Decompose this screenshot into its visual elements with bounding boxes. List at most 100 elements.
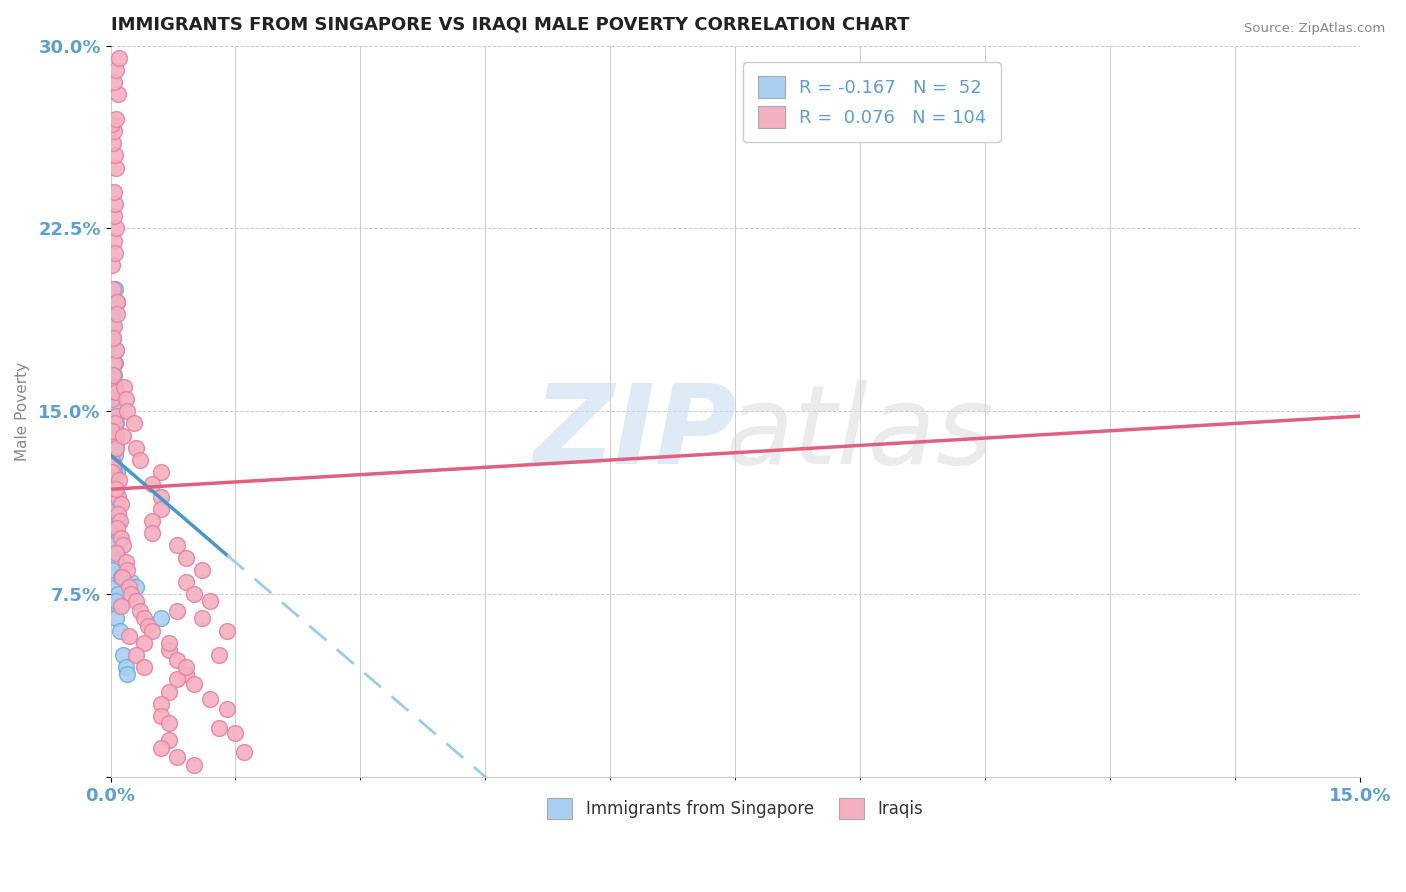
Point: [183, 677, 205, 691]
Point: [149, 501, 172, 516]
Point: [101, 563, 124, 577]
Point: [101, 424, 124, 438]
Point: [114, 392, 136, 406]
Point: [108, 624, 131, 638]
Point: [105, 343, 128, 358]
Point: [101, 331, 124, 345]
Point: [104, 594, 127, 608]
Point: [115, 667, 138, 681]
Point: [124, 441, 146, 455]
Point: [103, 234, 125, 248]
Point: [104, 521, 127, 535]
Point: [118, 580, 141, 594]
Point: [149, 611, 172, 625]
Point: [108, 514, 131, 528]
Point: [101, 546, 124, 560]
Point: [103, 185, 125, 199]
Point: [101, 392, 124, 406]
Point: [208, 648, 231, 662]
Point: [157, 636, 180, 650]
Point: [149, 709, 172, 723]
Point: [124, 648, 146, 662]
Point: [103, 458, 125, 472]
Point: [105, 307, 128, 321]
Point: [104, 63, 127, 78]
Point: [107, 87, 129, 102]
Point: [104, 355, 127, 369]
Point: [101, 117, 124, 131]
Point: [149, 490, 172, 504]
Point: [101, 477, 124, 491]
Point: [149, 697, 172, 711]
Point: [183, 587, 205, 601]
Point: [104, 490, 127, 504]
Point: [101, 465, 124, 479]
Point: [120, 574, 142, 589]
Text: atlas: atlas: [725, 380, 994, 487]
Point: [166, 538, 188, 552]
Point: [191, 563, 214, 577]
Point: [112, 538, 135, 552]
Point: [105, 611, 128, 625]
Point: [103, 465, 125, 479]
Point: [224, 726, 246, 740]
Point: [101, 368, 124, 382]
Point: [101, 434, 124, 448]
Point: [217, 624, 239, 638]
Point: [200, 594, 222, 608]
Point: [103, 355, 125, 369]
Legend: Immigrants from Singapore, Iraqis: Immigrants from Singapore, Iraqis: [538, 790, 931, 827]
Point: [103, 538, 125, 552]
Point: [101, 258, 124, 272]
Text: ZIP: ZIP: [533, 380, 737, 487]
Point: [115, 563, 138, 577]
Point: [166, 750, 188, 764]
Point: [107, 490, 129, 504]
Point: [110, 531, 132, 545]
Point: [149, 465, 172, 479]
Point: [141, 514, 163, 528]
Point: [104, 580, 127, 594]
Point: [103, 318, 125, 333]
Text: Source: ZipAtlas.com: Source: ZipAtlas.com: [1244, 22, 1385, 36]
Point: [104, 148, 127, 162]
Point: [104, 197, 127, 211]
Point: [104, 409, 127, 424]
Point: [120, 587, 142, 601]
Point: [105, 221, 128, 235]
Point: [101, 282, 124, 296]
Point: [107, 599, 129, 614]
Point: [141, 624, 163, 638]
Point: [108, 51, 131, 65]
Point: [105, 294, 128, 309]
Point: [101, 384, 124, 399]
Point: [101, 136, 124, 150]
Point: [174, 667, 197, 681]
Point: [105, 294, 128, 309]
Point: [191, 611, 214, 625]
Point: [104, 417, 127, 431]
Point: [104, 400, 127, 414]
Point: [104, 417, 127, 431]
Point: [141, 477, 163, 491]
Point: [128, 453, 150, 467]
Point: [101, 507, 124, 521]
Point: [104, 501, 127, 516]
Point: [114, 660, 136, 674]
Point: [157, 684, 180, 698]
Point: [103, 209, 125, 223]
Point: [114, 555, 136, 569]
Point: [110, 570, 132, 584]
Point: [105, 546, 128, 560]
Point: [104, 112, 127, 126]
Point: [101, 428, 124, 442]
Point: [136, 619, 159, 633]
Point: [107, 514, 129, 528]
Point: [103, 124, 125, 138]
Point: [105, 343, 128, 358]
Point: [101, 453, 124, 467]
Point: [108, 531, 131, 545]
Point: [166, 604, 188, 618]
Point: [174, 550, 197, 565]
Point: [208, 721, 231, 735]
